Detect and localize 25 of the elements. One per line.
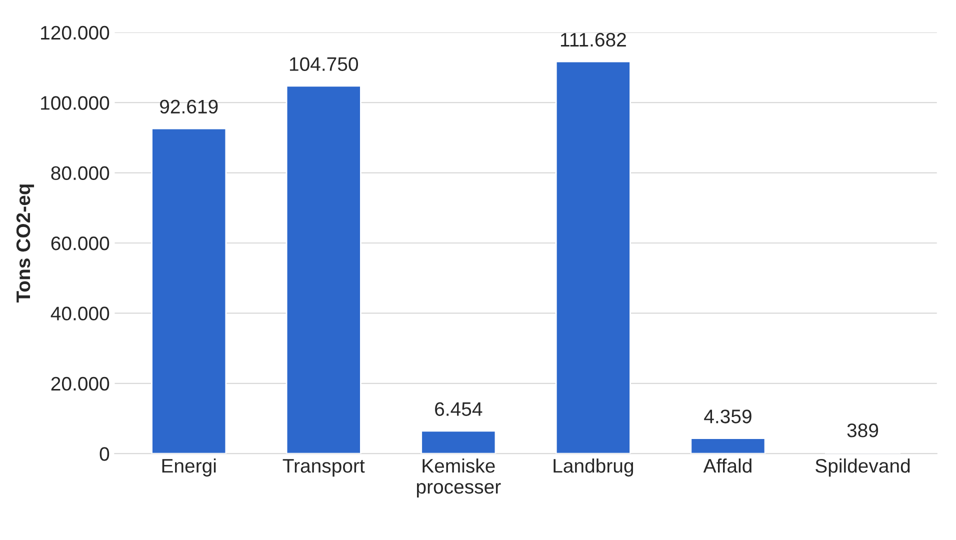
bar	[286, 85, 362, 454]
x-tick-label: Affald	[703, 458, 752, 473]
y-tick-label: 100.000	[41, 96, 110, 110]
bar	[420, 430, 496, 454]
y-tick-label: 0	[100, 447, 110, 461]
data-label: 92.619	[160, 100, 218, 114]
y-axis-title: Tons CO2-eq	[16, 184, 34, 303]
x-tick-label: Landbrug	[554, 458, 634, 477]
y-tick-label: 20.000	[51, 376, 110, 391]
bar	[151, 128, 227, 454]
x-tick-label: Kemiske processer	[416, 458, 501, 498]
bar	[555, 60, 631, 454]
y-tick-label: 40.000	[50, 306, 110, 320]
x-tick-label: Spildevand	[816, 458, 910, 477]
data-label: 111.682	[560, 32, 626, 47]
data-label: 104.750	[290, 57, 358, 71]
data-label: 6.454	[435, 402, 482, 416]
y-tick-label: 60.000	[51, 236, 110, 250]
bar	[690, 438, 766, 454]
x-tick-label: Transport	[282, 459, 365, 477]
y-tick-label: 80.000	[51, 166, 110, 180]
x-tick-label: Energi	[162, 458, 216, 477]
y-tick-label: 120.000	[41, 26, 110, 40]
data-label: 389	[847, 424, 878, 438]
data-label: 4.359	[704, 410, 752, 424]
